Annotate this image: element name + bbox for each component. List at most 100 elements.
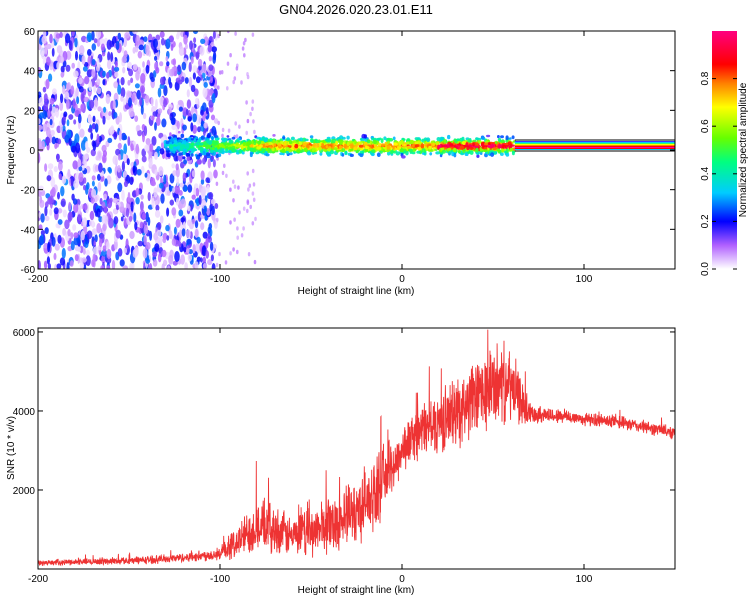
heatmap-cell: [160, 37, 165, 46]
heatmap-cell: [483, 149, 488, 153]
heatmap-cell: [177, 130, 181, 134]
heatmap-cell: [142, 112, 147, 120]
snr-axes: -200 -100 0 100 2000 4000 6000: [13, 328, 675, 585]
heatmap-cell: [198, 195, 202, 205]
snr-ytick-label: 2000: [13, 486, 36, 497]
heatmap-cell: [235, 142, 239, 146]
heatmap-ytick-label: -60: [21, 265, 36, 276]
heatmap-cell: [121, 47, 125, 53]
heatmap-cell: [438, 144, 442, 149]
heatmap-cell: [364, 141, 368, 147]
heatmap-cell: [154, 200, 159, 206]
heatmap-cell: [91, 228, 98, 236]
heatmap-cell: [217, 120, 220, 126]
heatmap-cell: [68, 114, 74, 120]
heatmap-cell: [318, 146, 322, 151]
heatmap-cell: [157, 253, 162, 263]
snr-ytick-label: 4000: [13, 407, 36, 418]
heatmap-cell: [241, 151, 245, 155]
heatmap-cell: [145, 258, 150, 264]
heatmap-cell: [226, 61, 230, 66]
heatmap-cell: [49, 33, 53, 44]
heatmap-cell: [38, 224, 43, 231]
heatmap-cell: [211, 136, 214, 141]
heatmap-cell: [38, 185, 44, 192]
heatmap-cell: [406, 141, 410, 144]
heatmap-cell: [70, 240, 75, 251]
heatmap-cell: [432, 142, 436, 147]
heatmap-cell: [223, 163, 226, 168]
heatmap-cell: [150, 76, 155, 83]
heatmap-cell: [96, 78, 101, 86]
colorbar-tick-label: 0.8: [700, 71, 711, 85]
heatmap-cell: [414, 141, 419, 145]
heatmap-cell: [202, 231, 208, 239]
heatmap-cell: [221, 127, 225, 133]
heatmap-cell: [71, 145, 77, 153]
heatmap-cell: [236, 226, 239, 231]
heatmap-cell: [159, 182, 164, 189]
heatmap-cell: [127, 91, 132, 98]
heatmap-cell: [42, 86, 47, 93]
heatmap-cell: [134, 221, 138, 231]
heatmap-cell: [67, 228, 71, 237]
heatmap-cell: [178, 241, 182, 248]
snr-ytick-label: 6000: [13, 328, 36, 339]
heatmap-cell: [107, 137, 113, 144]
heatmap-line-band: [514, 149, 675, 150]
heatmap-cell: [111, 65, 115, 76]
heatmap-cell: [401, 155, 406, 159]
heatmap-cell: [177, 31, 181, 38]
heatmap-cell: [240, 80, 243, 85]
heatmap-cell: [495, 141, 498, 144]
heatmap-cell: [232, 198, 235, 203]
heatmap-cell: [69, 260, 74, 267]
heatmap-cell: [283, 141, 287, 146]
heatmap-cell: [201, 186, 206, 197]
heatmap-cell: [202, 263, 208, 269]
heatmap-cell: [192, 124, 198, 134]
heatmap-cell: [94, 97, 98, 107]
heatmap-cell: [44, 227, 49, 235]
heatmap-cell: [132, 31, 138, 35]
heatmap-cell: [145, 64, 150, 74]
heatmap-xtick-label: 0: [399, 274, 405, 285]
heatmap-cell: [203, 81, 208, 88]
heatmap-cell: [505, 139, 509, 143]
heatmap-cell: [91, 188, 97, 199]
heatmap-cell: [290, 136, 295, 141]
heatmap-cell: [68, 201, 72, 211]
heatmap-cell: [106, 72, 110, 79]
heatmap-cell: [186, 89, 190, 98]
heatmap-cell: [183, 246, 187, 253]
heatmap-cell: [58, 56, 65, 64]
heatmap-cell: [95, 155, 100, 161]
heatmap-cell: [393, 142, 398, 146]
heatmap-cell: [103, 106, 107, 113]
heatmap-cell: [205, 107, 209, 115]
heatmap-cell: [97, 106, 102, 112]
heatmap-cell: [152, 251, 158, 258]
heatmap-cell: [192, 113, 198, 123]
heatmap-cell: [66, 262, 70, 269]
heatmap-cell: [232, 179, 235, 184]
heatmap-cell: [200, 135, 205, 140]
heatmap-cell: [90, 149, 96, 157]
heatmap-cell: [181, 76, 185, 83]
heatmap-cell: [50, 129, 55, 137]
heatmap-cell: [98, 238, 103, 248]
heatmap-cell: [468, 144, 473, 147]
heatmap-cell: [54, 243, 60, 251]
heatmap-cell: [62, 209, 67, 218]
heatmap-cell: [53, 166, 58, 173]
heatmap-cell: [125, 238, 129, 250]
heatmap-cell: [390, 149, 394, 154]
heatmap-cell: [214, 137, 220, 141]
heatmap-cell: [83, 96, 89, 103]
heatmap-cell: [269, 138, 273, 142]
heatmap-cell: [167, 136, 172, 140]
heatmap-cell: [295, 139, 300, 143]
heatmap-cell: [206, 207, 211, 216]
heatmap-cell: [497, 135, 500, 139]
heatmap-cell: [388, 138, 394, 142]
